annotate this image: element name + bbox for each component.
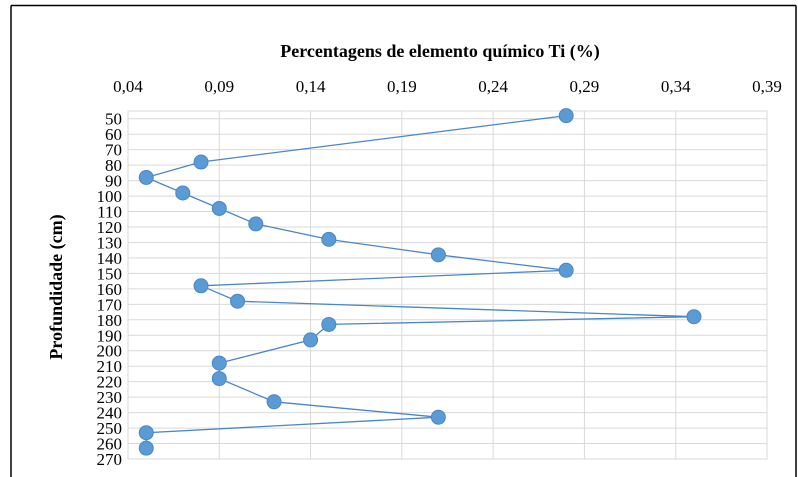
data-point [430, 409, 446, 425]
x-tick-label: 0,39 [752, 77, 782, 96]
x-tick-label: 0,24 [478, 77, 508, 96]
y-tick-label: 190 [97, 326, 123, 345]
data-point [321, 231, 337, 247]
data-point [430, 247, 446, 263]
x-tick-label: 0,19 [387, 77, 417, 96]
y-tick-label: 110 [97, 203, 122, 222]
x-tick-label: 0,04 [113, 77, 143, 96]
x-tick-label: 0,14 [296, 77, 326, 96]
data-point [558, 262, 574, 278]
y-tick-label: 70 [105, 141, 122, 160]
y-tick-label: 270 [97, 450, 123, 469]
data-point [138, 440, 154, 456]
data-point [686, 309, 702, 325]
data-point [266, 394, 282, 410]
x-tick-label: 0,09 [204, 77, 234, 96]
x-tick-label: 0,34 [661, 77, 691, 96]
data-point [303, 332, 319, 348]
data-point [248, 216, 264, 232]
y-tick-label: 80 [105, 156, 122, 175]
data-point [211, 371, 227, 387]
plot-area: 0,04 0,09 0,14 0,19 0,24 0,29 0,34 0,39 50607080… [97, 77, 782, 469]
y-tick-label: 260 [97, 435, 123, 454]
y-tick-label: 180 [97, 311, 123, 330]
chart-title: Percentagens de elemento químico Ti (%) [280, 41, 599, 62]
y-tick-label: 200 [97, 342, 123, 361]
data-point [175, 185, 191, 201]
y-tick-label: 170 [97, 295, 123, 314]
y-tick-label: 130 [97, 233, 123, 252]
y-tick-label: 150 [97, 264, 123, 283]
y-tick-label: 60 [105, 125, 122, 144]
y-tick-label: 230 [97, 388, 123, 407]
y-tick-label: 140 [97, 249, 123, 268]
y-tick-label: 160 [97, 280, 123, 299]
y-tick-label: 240 [97, 404, 123, 423]
data-point [558, 108, 574, 124]
y-tick-label: 50 [105, 110, 122, 129]
y-tick-label: 250 [97, 419, 123, 438]
data-point [230, 293, 246, 309]
y-tick-label: 210 [97, 357, 123, 376]
data-point [138, 170, 154, 186]
y-tick-label: 220 [97, 373, 123, 392]
data-point [211, 200, 227, 216]
data-point [193, 154, 209, 170]
data-point [138, 425, 154, 441]
y-axis-title: Profundidade (cm) [46, 214, 67, 359]
y-tick-label: 90 [105, 172, 122, 191]
data-point [321, 316, 337, 332]
y-tick-label: 100 [97, 187, 123, 206]
data-point [193, 278, 209, 294]
y-tick-label: 120 [97, 218, 123, 237]
data-point [211, 355, 227, 371]
x-tick-label: 0,29 [570, 77, 600, 96]
